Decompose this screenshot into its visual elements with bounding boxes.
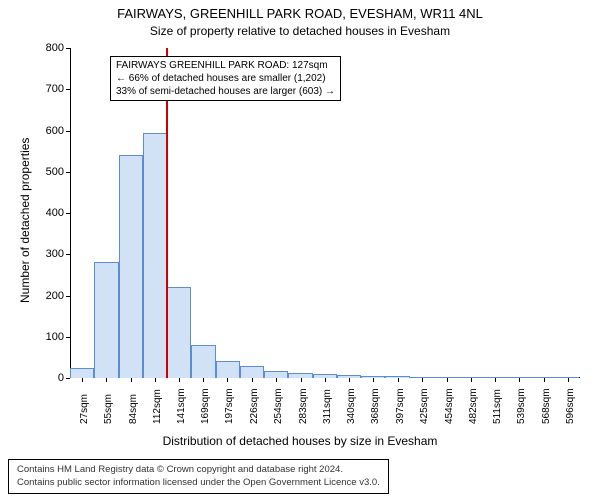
y-tick-label: 100 (46, 331, 64, 343)
left-axis-line (70, 48, 71, 378)
x-tick-label: 482sqm (468, 388, 479, 424)
chart-title: FAIRWAYS, GREENHILL PARK ROAD, EVESHAM, … (0, 6, 600, 21)
x-tick-mark (495, 378, 496, 382)
x-tick-mark (203, 378, 204, 382)
x-tick-label: 226sqm (249, 388, 260, 424)
x-tick-label: 311sqm (322, 389, 333, 424)
x-tick-label: 112sqm (152, 389, 163, 424)
y-tick-label: 700 (46, 83, 64, 95)
chart-subtitle: Size of property relative to detached ho… (0, 24, 600, 38)
histogram-bar (264, 371, 288, 378)
histogram-bar (531, 377, 555, 378)
annotation-line: 33% of semi-detached houses are larger (… (116, 85, 335, 98)
y-tick-mark (66, 172, 70, 173)
histogram-bar (216, 361, 240, 378)
annotation-line: FAIRWAYS GREENHILL PARK ROAD: 127sqm (116, 59, 335, 72)
histogram-bar (143, 133, 167, 378)
histogram-bar (94, 262, 118, 378)
y-tick-label: 500 (46, 166, 64, 178)
x-tick-mark (131, 378, 132, 382)
x-tick-label: 141sqm (176, 388, 187, 424)
y-tick-label: 600 (46, 125, 64, 137)
annotation-box: FAIRWAYS GREENHILL PARK ROAD: 127sqm← 66… (110, 56, 341, 101)
x-tick-label: 283sqm (298, 388, 309, 424)
x-tick-mark (276, 378, 277, 382)
y-tick-mark (66, 378, 70, 379)
x-tick-label: 397sqm (395, 388, 406, 424)
x-tick-mark (325, 378, 326, 382)
x-tick-label: 169sqm (200, 388, 211, 424)
y-tick-mark (66, 337, 70, 338)
y-tick-label: 800 (46, 42, 64, 54)
y-tick-label: 300 (46, 248, 64, 260)
x-tick-mark (422, 378, 423, 382)
x-tick-mark (301, 378, 302, 382)
x-tick-label: 425sqm (419, 388, 430, 424)
x-tick-label: 254sqm (273, 388, 284, 424)
x-tick-mark (155, 378, 156, 382)
x-tick-label: 568sqm (541, 388, 552, 424)
x-tick-label: 340sqm (346, 388, 357, 424)
x-tick-label: 454sqm (444, 388, 455, 424)
histogram-bar (240, 366, 264, 378)
x-tick-label: 539sqm (516, 388, 527, 424)
x-tick-label: 368sqm (370, 388, 381, 424)
x-tick-mark (252, 378, 253, 382)
x-tick-mark (471, 378, 472, 382)
x-tick-label: 596sqm (565, 388, 576, 424)
y-tick-label: 400 (46, 207, 64, 219)
x-tick-label: 511sqm (492, 389, 503, 424)
y-tick-mark (66, 213, 70, 214)
x-axis-title: Distribution of detached houses by size … (0, 434, 600, 448)
x-tick-label: 84sqm (128, 394, 139, 424)
x-tick-mark (398, 378, 399, 382)
x-tick-mark (447, 378, 448, 382)
x-tick-mark (349, 378, 350, 382)
histogram-bar (191, 345, 215, 378)
histogram-bar (167, 287, 191, 378)
y-tick-label: 0 (58, 372, 64, 384)
footer-line: Contains public sector information licen… (17, 477, 380, 489)
footer-line: Contains HM Land Registry data © Crown c… (17, 464, 380, 476)
y-tick-mark (66, 296, 70, 297)
y-tick-mark (66, 131, 70, 132)
x-tick-mark (82, 378, 83, 382)
histogram-bar (70, 368, 94, 378)
plot-area: 010020030040050060070080027sqm55sqm84sqm… (70, 48, 580, 378)
x-tick-label: 27sqm (79, 394, 90, 424)
x-tick-mark (519, 378, 520, 382)
y-tick-mark (66, 89, 70, 90)
x-tick-label: 197sqm (224, 388, 235, 424)
y-tick-mark (66, 48, 70, 49)
x-tick-mark (568, 378, 569, 382)
y-tick-mark (66, 254, 70, 255)
x-tick-mark (544, 378, 545, 382)
x-tick-mark (179, 378, 180, 382)
chart-container: FAIRWAYS, GREENHILL PARK ROAD, EVESHAM, … (0, 0, 600, 500)
attribution-footer: Contains HM Land Registry data © Crown c… (8, 459, 389, 494)
x-tick-mark (106, 378, 107, 382)
x-tick-label: 55sqm (103, 394, 114, 424)
x-tick-mark (227, 378, 228, 382)
y-axis-title: Number of detached properties (18, 138, 32, 303)
histogram-bar (119, 155, 143, 378)
y-tick-label: 200 (46, 290, 64, 302)
x-tick-mark (373, 378, 374, 382)
annotation-line: ← 66% of detached houses are smaller (1,… (116, 72, 335, 85)
